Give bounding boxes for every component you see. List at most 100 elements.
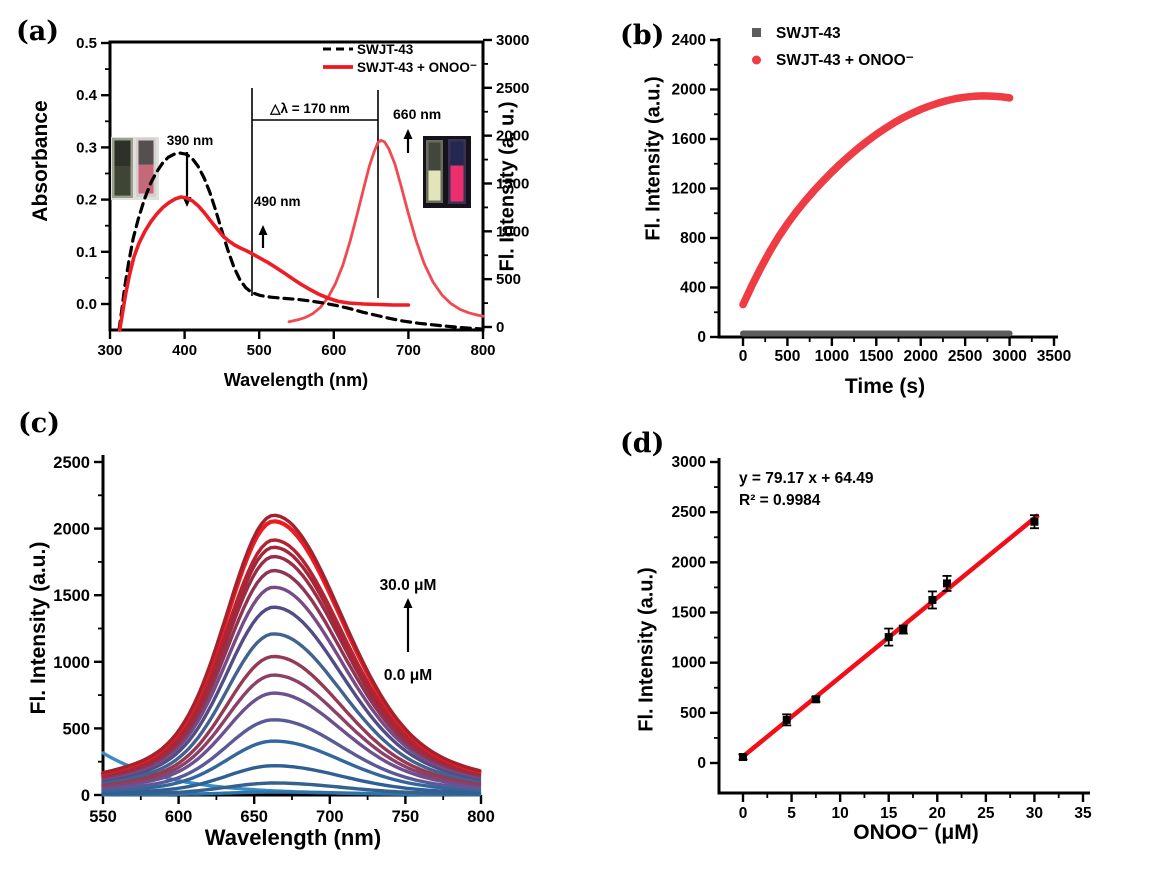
panel-d-axes: 0 5 10 15 20 25 30 35 0 500 1000 1500 2000 2500 3000 xyxy=(672,454,1092,822)
svg-text:2000: 2000 xyxy=(672,82,706,99)
cuvette-inset-daylight xyxy=(111,137,159,200)
svg-text:0.3: 0.3 xyxy=(76,139,97,156)
svg-text:3500: 3500 xyxy=(1037,348,1071,365)
panel-a-axes: 300 400 500 600 700 800 0.0 0.1 0.2 0.3 0.4 0.5 0 500… xyxy=(76,32,529,359)
svg-text:△λ = 170 nm: △λ = 170 nm xyxy=(269,101,350,116)
panel-b-series xyxy=(739,92,1014,337)
panel-c-label: (c) xyxy=(18,408,60,439)
panel-d-label: (d) xyxy=(620,428,665,459)
svg-text:2500: 2500 xyxy=(948,348,982,365)
svg-text:500: 500 xyxy=(62,720,90,738)
svg-text:0: 0 xyxy=(697,329,706,346)
svg-text:3000: 3000 xyxy=(992,348,1026,365)
svg-text:1500: 1500 xyxy=(53,587,90,605)
svg-text:650: 650 xyxy=(240,808,268,826)
svg-text:0.2: 0.2 xyxy=(76,192,97,209)
svg-text:1200: 1200 xyxy=(672,181,706,198)
svg-text:35: 35 xyxy=(1074,805,1092,822)
svg-text:800: 800 xyxy=(470,342,495,359)
cuvette-inset-uv xyxy=(423,136,471,208)
panel-c-series xyxy=(100,513,482,797)
svg-text:700: 700 xyxy=(316,808,344,826)
svg-text:0.0 μM: 0.0 μM xyxy=(384,667,432,684)
panel-d-xaxis-title: ONOO⁻ (μM) xyxy=(853,821,979,844)
svg-text:500: 500 xyxy=(247,342,272,359)
svg-text:1000: 1000 xyxy=(53,654,90,672)
panel-a-yaxis-title: Absorbance xyxy=(28,100,52,222)
panel-b-label: (b) xyxy=(620,20,665,51)
svg-text:1500: 1500 xyxy=(496,175,529,192)
panel-c: 550 600 650 700 750 800 0 500 1000 1500 2000 2500 30… xyxy=(53,454,494,826)
svg-text:550: 550 xyxy=(89,808,117,826)
svg-text:500: 500 xyxy=(680,705,706,722)
svg-text:2000: 2000 xyxy=(903,348,937,365)
svg-text:1000: 1000 xyxy=(672,655,706,672)
svg-text:0.4: 0.4 xyxy=(76,87,98,104)
svg-text:0: 0 xyxy=(697,755,706,772)
panel-a-legend: SWJT-43 SWJT-43 + ONOO⁻ xyxy=(323,42,477,75)
svg-text:3000: 3000 xyxy=(496,32,529,49)
svg-text:R² = 0.9984: R² = 0.9984 xyxy=(739,492,821,509)
svg-text:750: 750 xyxy=(392,808,420,826)
panel-d-yaxis-title: Fl. Intensity (a.u.) xyxy=(635,567,658,732)
svg-text:y = 79.17 x + 64.49: y = 79.17 x + 64.49 xyxy=(739,470,874,487)
svg-text:600: 600 xyxy=(165,808,193,826)
panel-a-label: (a) xyxy=(16,16,60,47)
svg-text:2400: 2400 xyxy=(672,32,706,49)
svg-text:2000: 2000 xyxy=(53,521,90,539)
svg-text:0: 0 xyxy=(496,319,504,336)
panel-a-series xyxy=(117,138,485,332)
svg-text:800: 800 xyxy=(467,808,495,826)
svg-text:1000: 1000 xyxy=(496,223,529,240)
panel-d-annotations: y = 79.17 x + 64.49 R² = 0.9984 xyxy=(739,470,874,509)
svg-text:10: 10 xyxy=(832,805,849,822)
svg-text:20: 20 xyxy=(929,805,946,822)
panel-a: 300 400 500 600 700 800 0.0 0.1 0.2 0.3 0.4 0.5 0 500… xyxy=(76,32,529,359)
svg-text:SWJT-43 + ONOO⁻: SWJT-43 + ONOO⁻ xyxy=(776,52,914,69)
svg-text:30.0 μM: 30.0 μM xyxy=(380,577,437,594)
svg-text:2500: 2500 xyxy=(496,80,529,97)
svg-text:2000: 2000 xyxy=(672,554,706,571)
panel-a-xaxis-title: Wavelength (nm) xyxy=(223,370,369,390)
svg-text:400: 400 xyxy=(680,280,706,297)
svg-text:30: 30 xyxy=(1026,805,1043,822)
svg-text:800: 800 xyxy=(680,230,706,247)
svg-text:0.0: 0.0 xyxy=(76,296,97,313)
svg-text:0.1: 0.1 xyxy=(76,244,97,261)
svg-text:390 nm: 390 nm xyxy=(167,133,214,148)
svg-text:5: 5 xyxy=(787,805,796,822)
svg-text:0.5: 0.5 xyxy=(76,35,97,52)
svg-text:SWJT-43: SWJT-43 xyxy=(357,42,414,57)
svg-text:0: 0 xyxy=(81,787,90,805)
svg-text:1600: 1600 xyxy=(672,131,706,148)
svg-text:1500: 1500 xyxy=(672,605,706,622)
panel-b: 0 500 1000 1500 2000 2500 3000 3500 0 400 800 1200 1… xyxy=(672,25,1072,365)
panel-b-axes: 0 500 1000 1500 2000 2500 3000 3500 0 400 800 1200 1… xyxy=(672,32,1072,365)
svg-text:3000: 3000 xyxy=(672,454,706,471)
svg-text:700: 700 xyxy=(396,342,421,359)
panel-a-y2axis-title: Fl. Intensity (a. u.) xyxy=(496,101,519,272)
panel-b-legend: SWJT-43 SWJT-43 + ONOO⁻ xyxy=(752,25,914,69)
svg-text:500: 500 xyxy=(496,271,521,288)
panel-d: 0 5 10 15 20 25 30 35 0 500 1000 1500 2000 2500 3000 y … xyxy=(672,454,1092,822)
svg-text:SWJT-43: SWJT-43 xyxy=(776,25,841,42)
svg-text:2500: 2500 xyxy=(672,504,706,521)
svg-text:300: 300 xyxy=(97,342,122,359)
panel-d-series xyxy=(738,513,1040,761)
svg-text:1500: 1500 xyxy=(859,348,893,365)
svg-text:500: 500 xyxy=(774,348,800,365)
svg-text:1000: 1000 xyxy=(815,348,849,365)
panel-c-yaxis-title: Fl. Intensity (a.u.) xyxy=(26,541,50,715)
svg-text:660 nm: 660 nm xyxy=(393,106,441,122)
panel-b-xaxis-title: Time (s) xyxy=(844,375,926,398)
svg-text:2500: 2500 xyxy=(53,454,90,472)
svg-text:490 nm: 490 nm xyxy=(254,194,301,209)
svg-text:600: 600 xyxy=(321,342,346,359)
svg-text:0: 0 xyxy=(739,348,748,365)
panel-c-annotations: 30.0 μM 0.0 μM xyxy=(380,577,437,684)
svg-text:400: 400 xyxy=(172,342,197,359)
svg-text:SWJT-43 + ONOO⁻: SWJT-43 + ONOO⁻ xyxy=(357,60,477,75)
svg-text:25: 25 xyxy=(977,805,995,822)
